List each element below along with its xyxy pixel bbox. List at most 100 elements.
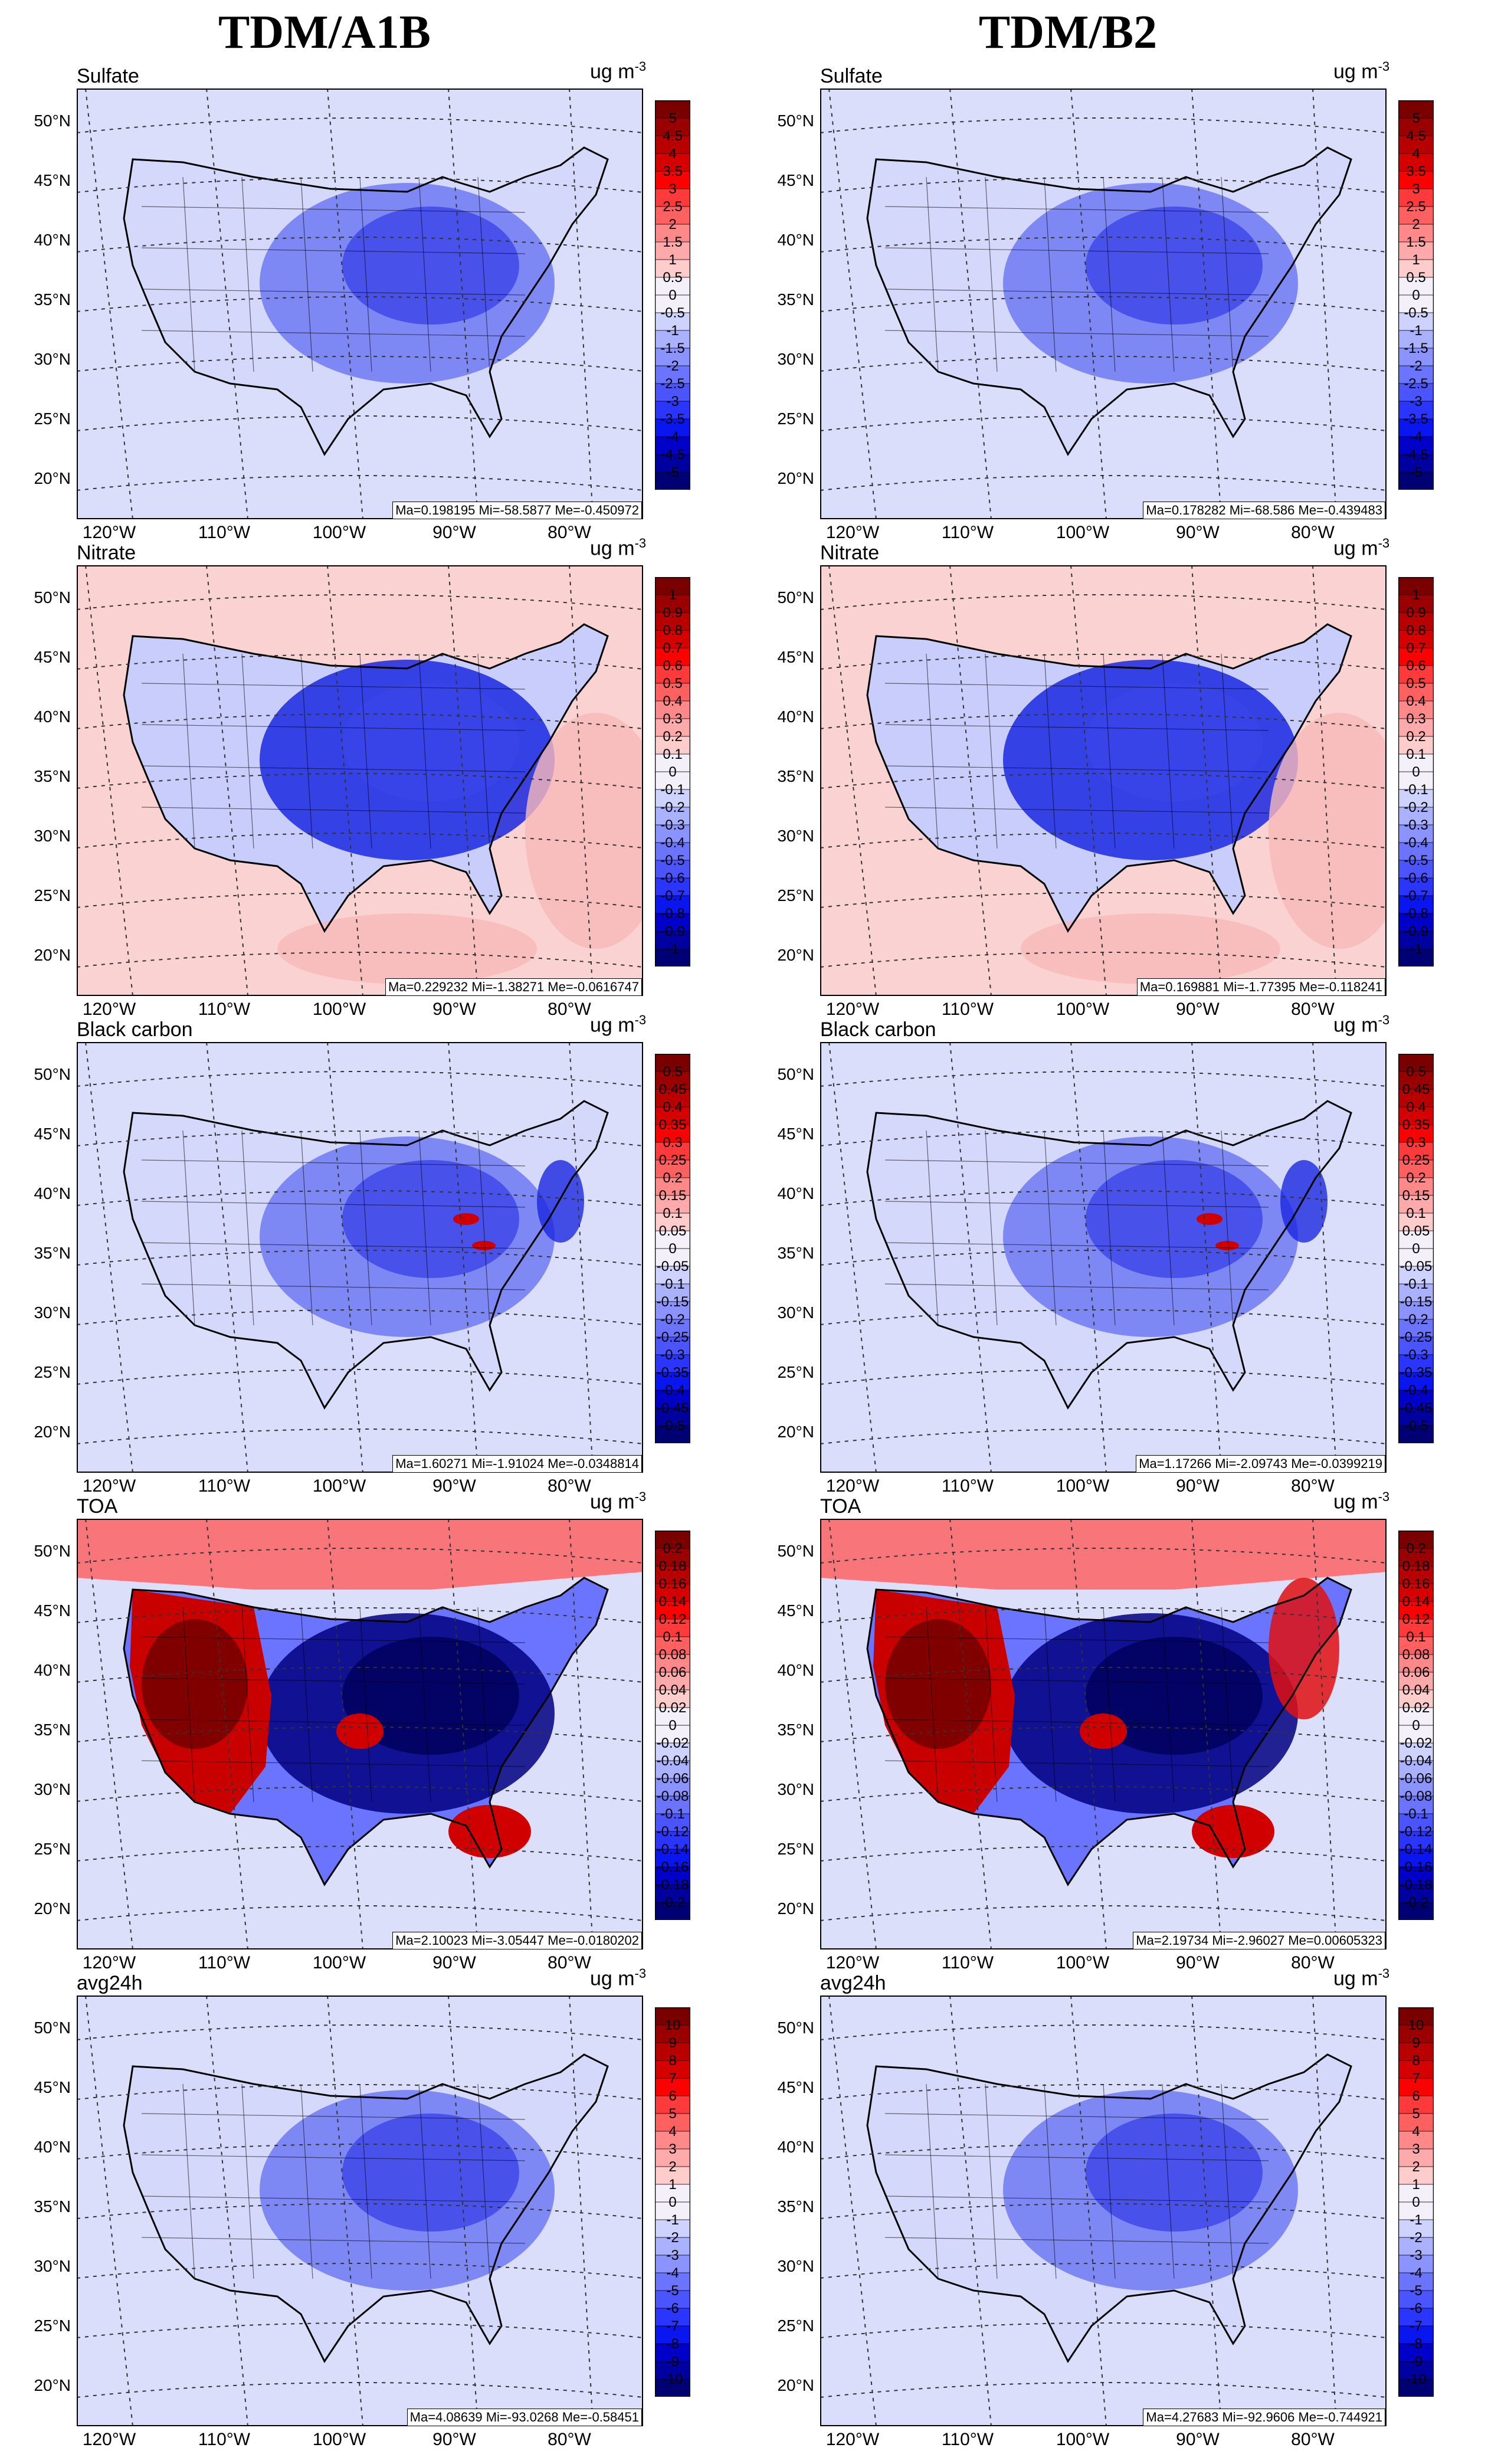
colorbar-tick-label: -0.8 <box>1404 906 1428 922</box>
latitude-label: 40°N <box>777 2138 814 2156</box>
panel-title: Sulfate <box>77 65 139 87</box>
longitude-label: 90°W <box>432 1000 476 1019</box>
latitude-label: 45°N <box>777 1601 814 1620</box>
colorbar-tick-label: -0.5 <box>1404 305 1428 321</box>
colorbar-tick-label: -3 <box>666 2247 679 2263</box>
colorbar-tick-label: -0.25 <box>656 1329 689 1345</box>
longitude-label: 110°W <box>941 523 994 542</box>
colorbar-tick-label: -0.06 <box>656 1771 689 1787</box>
colorbar-tick-label: -10 <box>1405 2371 1427 2387</box>
latitude-label: 45°N <box>34 1125 71 1143</box>
colorbar-tick-label: 0.35 <box>1402 1117 1430 1133</box>
colorbar-tick-label: -0.5 <box>660 305 685 321</box>
colorbar-tick-label: -0.6 <box>1404 870 1428 886</box>
colorbar-tick-label: 4 <box>1412 146 1420 162</box>
colorbar-tick-label: -1 <box>1410 323 1423 339</box>
concentration-map <box>77 565 643 996</box>
longitude-label: 80°W <box>548 1000 591 1019</box>
latitude-label: 45°N <box>34 648 71 666</box>
colorbar-tick-label: -6 <box>1410 2301 1423 2316</box>
latitude-label: 50°N <box>34 588 71 607</box>
panel-nitrate-b2: Nitrate ug m-3 Ma=0.169881 Mi=-1.77395 Me=… <box>767 536 1488 1025</box>
colorbar-tick-label: -5 <box>1410 2283 1423 2299</box>
colorbar <box>1398 1054 1434 1443</box>
concentration-map <box>820 1996 1387 2426</box>
stats-box: Ma=1.60271 Mi=-1.91024 Me=-0.0348814 <box>392 1455 642 1473</box>
colorbar-tick-label: 0.12 <box>658 1611 687 1627</box>
colorbar-tick-label: -1.5 <box>660 340 685 356</box>
colorbar-tick-label: -0.16 <box>656 1859 689 1875</box>
colorbar-tick-label: -3.5 <box>1404 411 1428 427</box>
latitude-label: 25°N <box>34 409 71 428</box>
colorbar-tick-label: -0.7 <box>1404 888 1428 904</box>
latitude-label: 20°N <box>34 2376 71 2394</box>
colorbar-tick-label: -0.08 <box>1399 1788 1433 1804</box>
latitude-label: 45°N <box>777 648 814 666</box>
concentration-map <box>77 1519 643 1949</box>
colorbar-tick-label: 0.05 <box>658 1223 687 1239</box>
colorbar-tick-label: 1 <box>668 587 677 603</box>
colorbar-tick-label: -0.12 <box>1399 1824 1433 1840</box>
colorbar <box>655 100 690 490</box>
colorbar-tick-label: 0.5 <box>663 676 683 692</box>
colorbar-tick-label: -0.9 <box>660 923 685 939</box>
colorbar-tick-label: 2.5 <box>1406 199 1426 215</box>
colorbar-tick-label: -0.2 <box>1404 1895 1428 1911</box>
colorbar-tick-label: -0.4 <box>1404 835 1428 851</box>
panel-toa-b2: TOA ug m-3 Ma=2.19734 Mi=-2.96027 Me=0.006… <box>767 1489 1488 1979</box>
colorbar-tick-label: -8 <box>1410 2336 1423 2352</box>
colorbar-tick-label: -0.5 <box>1404 1418 1428 1434</box>
colorbar-tick-label: 0 <box>668 764 677 780</box>
longitude-label: 110°W <box>941 1000 994 1019</box>
colorbar-tick-label: 2 <box>1412 2159 1420 2175</box>
colorbar-tick-label: -0.5 <box>660 853 685 869</box>
colorbar-tick-label: -0.15 <box>656 1294 689 1310</box>
colorbar-tick-label: -0.4 <box>660 1382 685 1398</box>
colorbar-tick-label: -2 <box>666 358 679 374</box>
colorbar-tick-label: 0.14 <box>658 1594 687 1610</box>
colorbar-tick-label: 1.5 <box>1406 234 1426 250</box>
latitude-label: 35°N <box>777 767 814 785</box>
colorbar-tick-label: -5 <box>666 464 679 480</box>
colorbar-tick-label: -2 <box>1410 2230 1423 2246</box>
colorbar-tick-label: 0.3 <box>663 1135 683 1151</box>
longitude-label: 110°W <box>198 2430 251 2449</box>
longitude-label: 120°W <box>82 523 136 542</box>
latitude-label: 35°N <box>34 767 71 785</box>
colorbar-tick-label: -4 <box>666 429 679 445</box>
colorbar-tick-label: 0.9 <box>1406 605 1426 621</box>
latitude-label: 45°N <box>777 171 814 189</box>
panel-unit: ug m-3 <box>590 1489 647 1513</box>
colorbar-tick-label: -3.5 <box>660 411 685 427</box>
colorbar-tick-label: 0.4 <box>663 693 683 709</box>
stats-box: Ma=0.229232 Mi=-1.38271 Me=-0.0616747 <box>385 978 642 996</box>
colorbar-tick-label: 0.45 <box>658 1082 687 1097</box>
longitude-label: 90°W <box>1176 1476 1220 1496</box>
colorbar-tick-label: 3 <box>668 181 677 197</box>
panel-unit: ug m-3 <box>1333 536 1390 560</box>
colorbar-tick-label: 3 <box>668 2141 677 2157</box>
latitude-label: 35°N <box>777 1721 814 1739</box>
longitude-label: 120°W <box>825 1000 880 1019</box>
latitude-label: 45°N <box>777 1125 814 1143</box>
colorbar-tick-label: 3 <box>1412 181 1420 197</box>
longitude-label: 80°W <box>1291 1953 1335 1972</box>
colorbar-tick-label: -0.06 <box>1399 1771 1433 1787</box>
colorbar-tick-label: -0.3 <box>660 1347 685 1363</box>
colorbar-tick-label: -6 <box>666 2301 679 2316</box>
colorbar-tick-label: -0.45 <box>656 1400 689 1416</box>
colorbar-tick-label: 0.1 <box>1406 746 1426 762</box>
latitude-label: 30°N <box>34 2257 71 2275</box>
colorbar-tick-label: -2.5 <box>660 376 685 392</box>
colorbar-tick-label: 3.5 <box>1406 163 1426 179</box>
latitude-label: 25°N <box>34 2316 71 2335</box>
latitude-label: 25°N <box>34 1363 71 1381</box>
colorbar-tick-label: -3 <box>1410 2247 1423 2263</box>
latitude-label: 50°N <box>777 2019 814 2037</box>
panel-toa-a1b: TOA ug m-3 Ma=2.10023 Mi=-3.05447 Me=-0.01… <box>24 1489 755 1979</box>
colorbar-tick-label: -0.8 <box>660 906 685 922</box>
colorbar-tick-label: -0.25 <box>1399 1329 1433 1345</box>
colorbar-tick-label: 3 <box>1412 2141 1420 2157</box>
colorbar-tick-label: -0.2 <box>1404 1312 1428 1328</box>
colorbar-tick-label: 0.16 <box>658 1576 687 1592</box>
